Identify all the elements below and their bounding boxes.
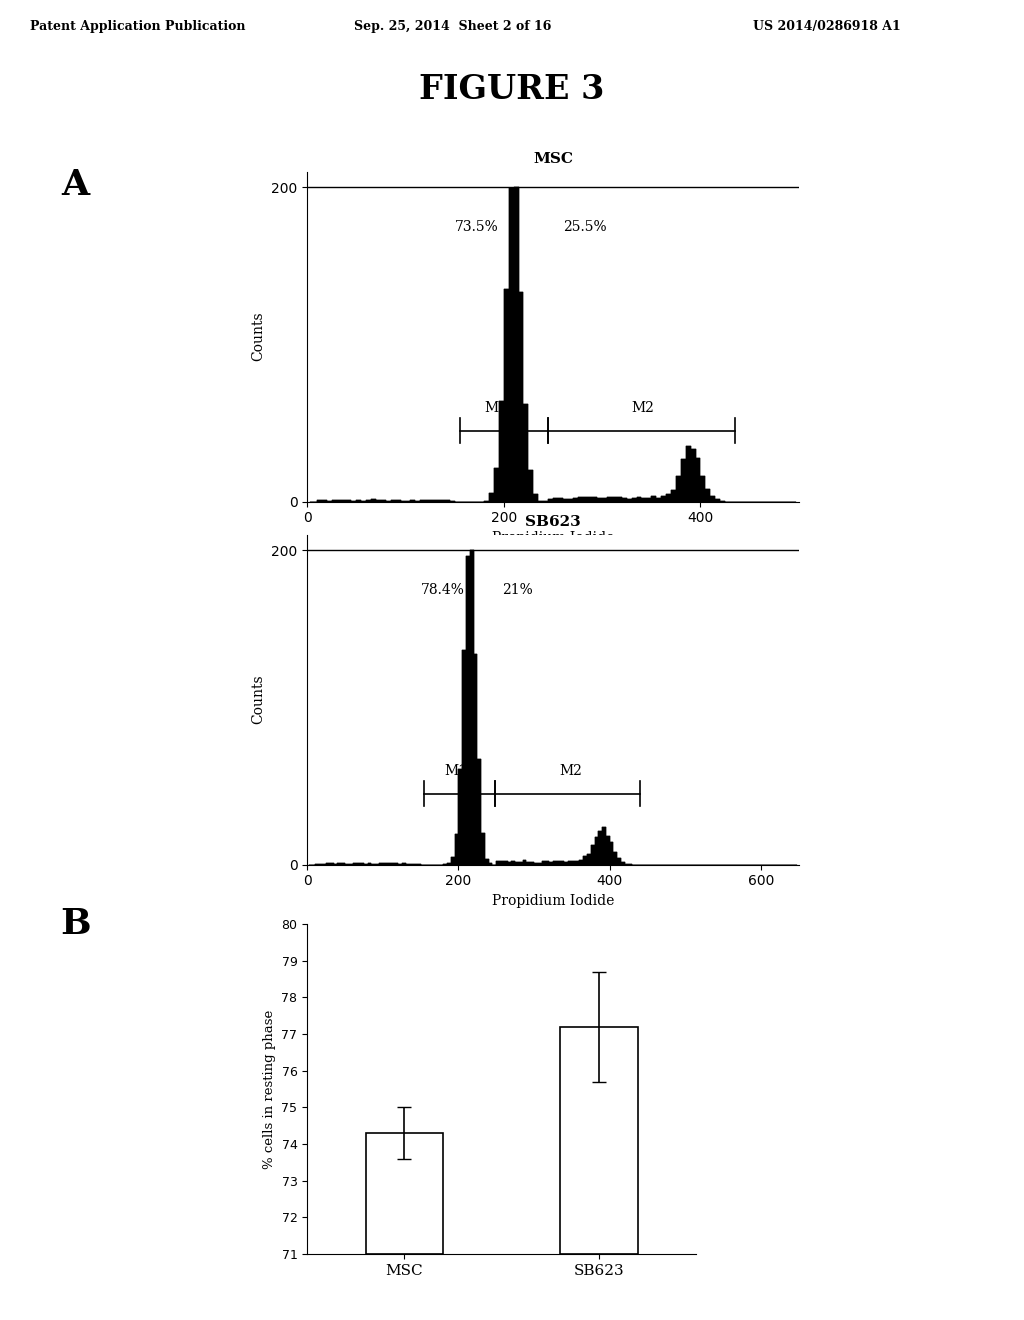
X-axis label: Propidium Iodide: Propidium Iodide bbox=[492, 531, 614, 545]
Bar bbox=[560, 1027, 638, 1254]
Text: A: A bbox=[61, 168, 90, 202]
Y-axis label: Counts: Counts bbox=[252, 675, 265, 725]
Title: MSC: MSC bbox=[532, 152, 573, 166]
Text: FIGURE 3: FIGURE 3 bbox=[419, 73, 605, 106]
Title: SB623: SB623 bbox=[525, 515, 581, 529]
Text: Sep. 25, 2014  Sheet 2 of 16: Sep. 25, 2014 Sheet 2 of 16 bbox=[354, 20, 552, 33]
Text: M2: M2 bbox=[632, 401, 654, 414]
Bar bbox=[366, 1133, 443, 1254]
Text: US 2014/0286918 A1: US 2014/0286918 A1 bbox=[753, 20, 900, 33]
Y-axis label: % cells in resting phase: % cells in resting phase bbox=[263, 1010, 275, 1168]
Text: 73.5%: 73.5% bbox=[455, 220, 499, 235]
Text: M1: M1 bbox=[484, 401, 507, 414]
Text: B: B bbox=[60, 907, 91, 941]
Text: 25.5%: 25.5% bbox=[563, 220, 606, 235]
Text: M2: M2 bbox=[560, 764, 583, 777]
Text: 78.4%: 78.4% bbox=[421, 583, 465, 598]
Text: M1: M1 bbox=[444, 764, 467, 777]
Text: Patent Application Publication: Patent Application Publication bbox=[31, 20, 246, 33]
Text: 21%: 21% bbox=[503, 583, 534, 598]
X-axis label: Propidium Iodide: Propidium Iodide bbox=[492, 894, 614, 908]
Y-axis label: Counts: Counts bbox=[252, 312, 265, 362]
